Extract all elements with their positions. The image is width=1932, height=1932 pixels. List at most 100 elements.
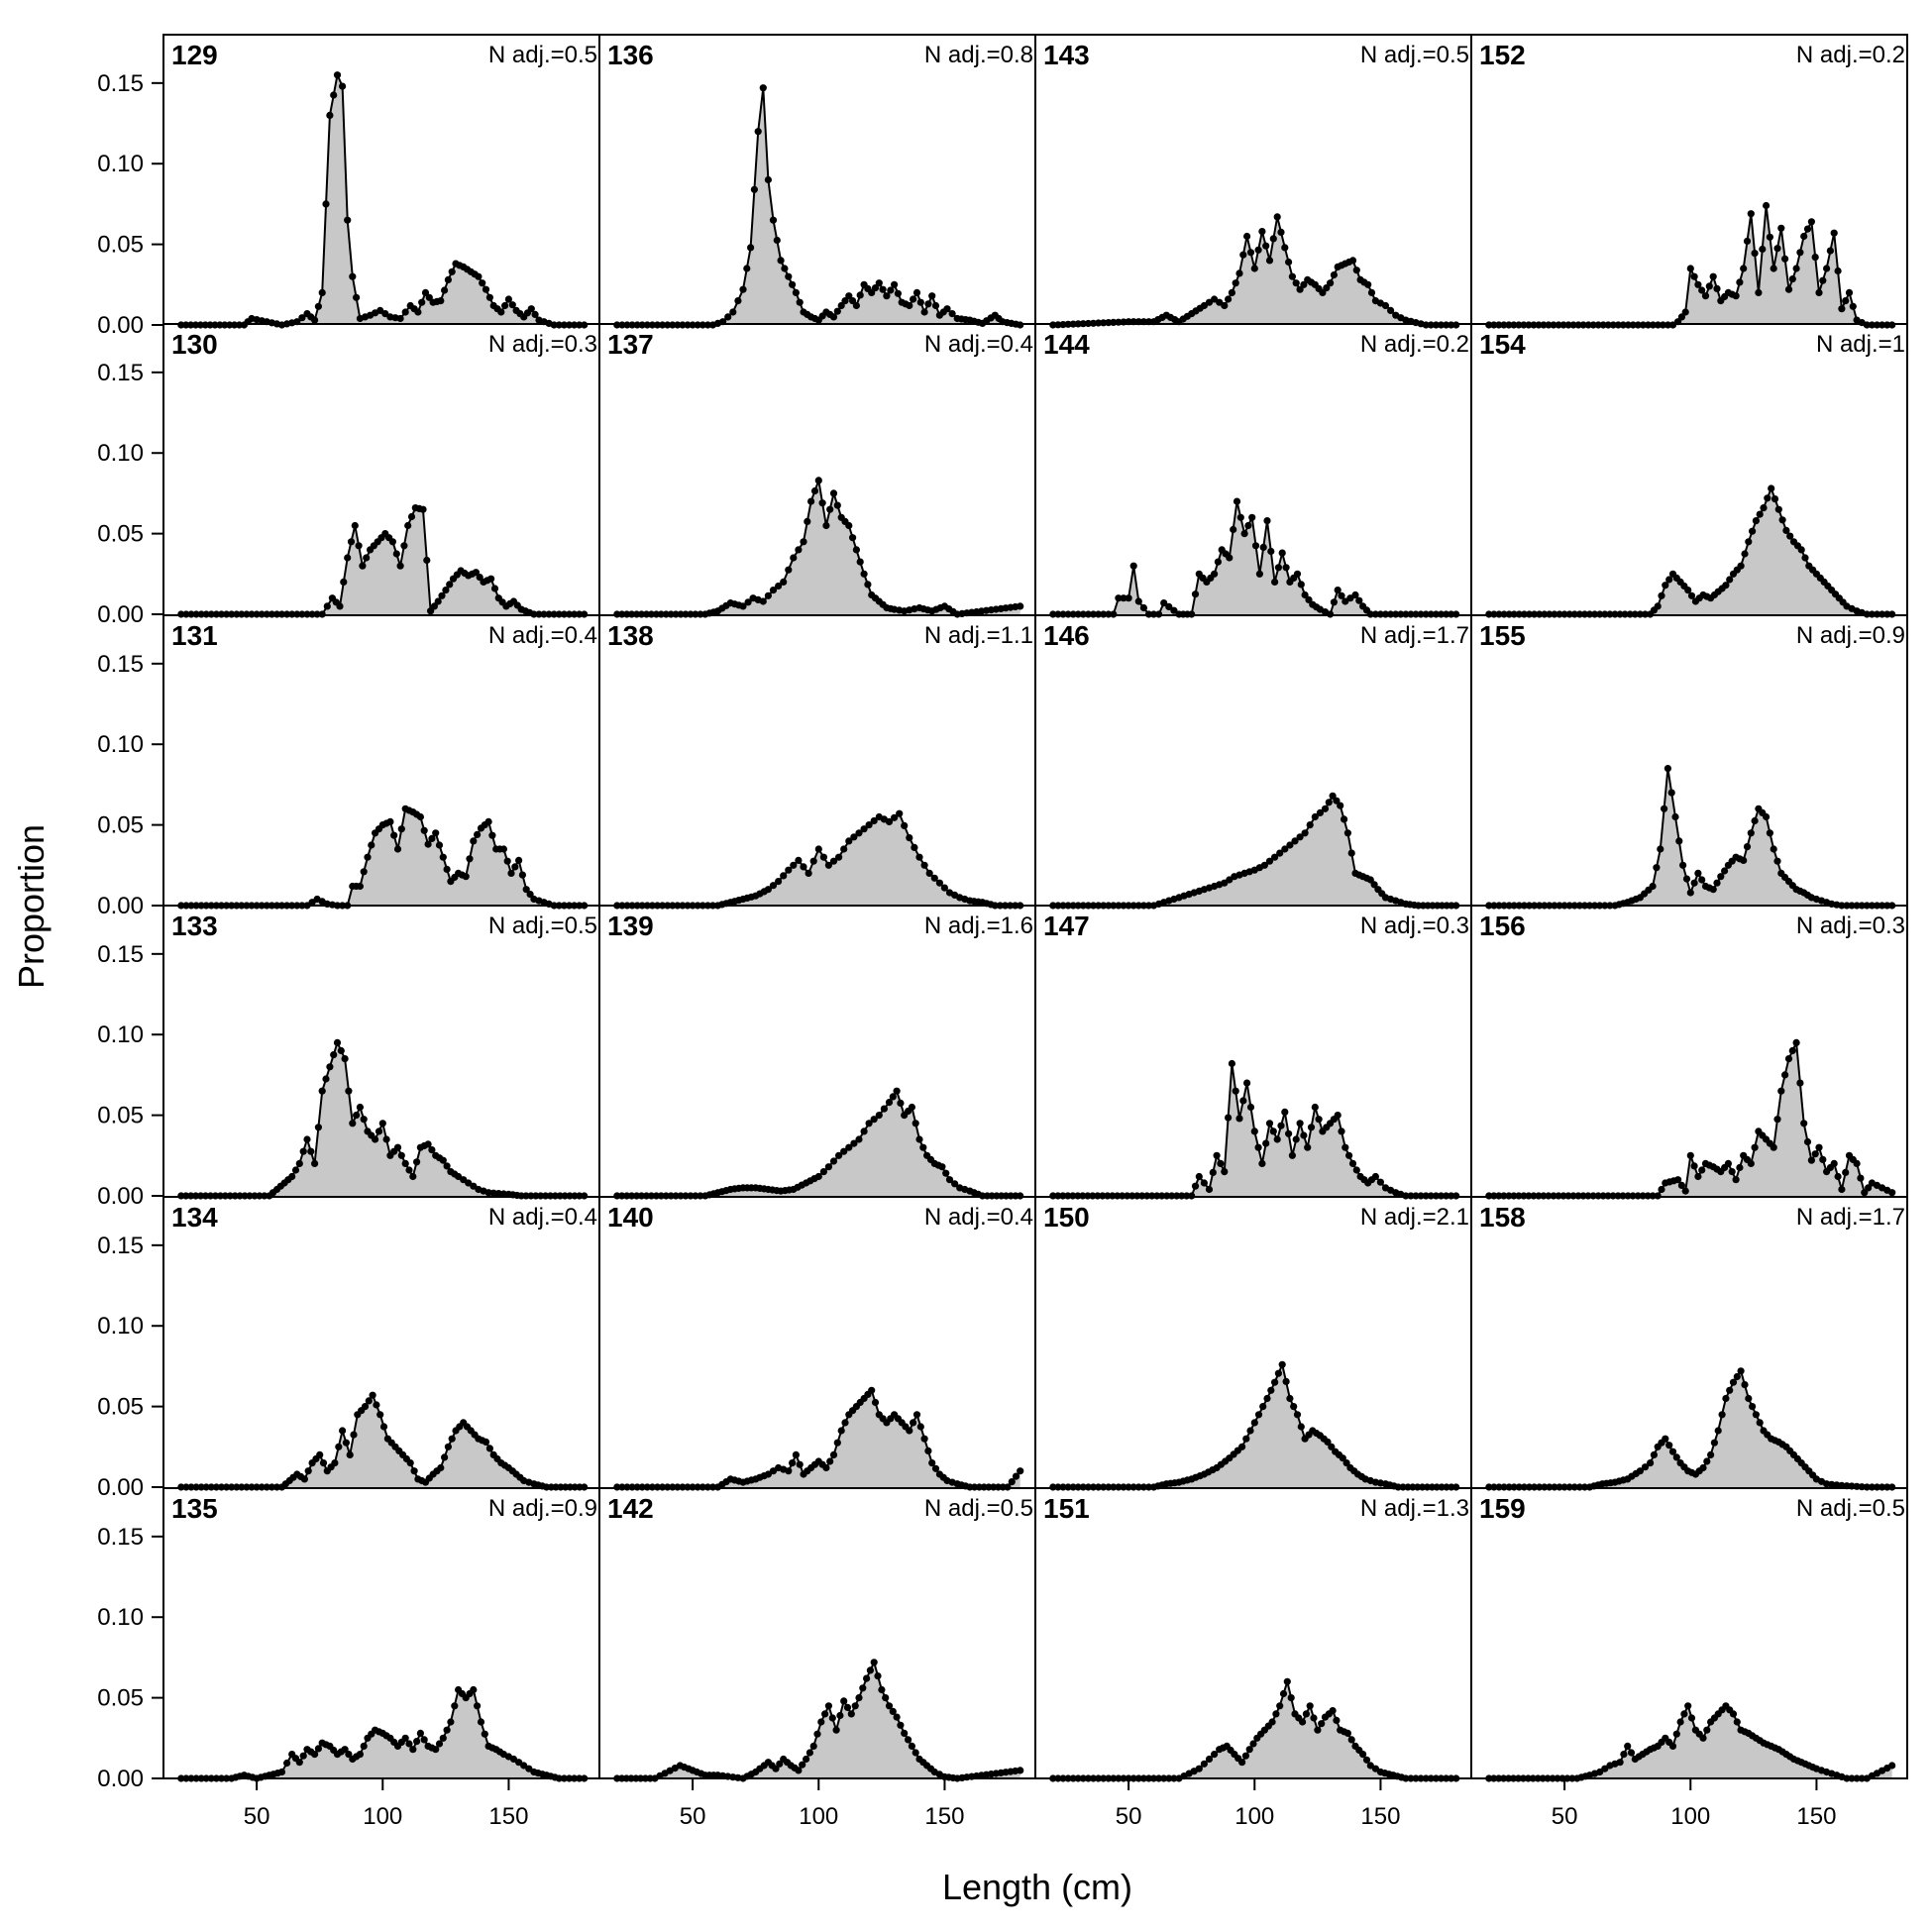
data-point xyxy=(333,71,342,79)
n-adj-label: N adj.=0.5 xyxy=(488,912,597,939)
data-point xyxy=(1323,284,1331,292)
data-point xyxy=(386,817,394,826)
data-point xyxy=(1759,245,1767,254)
y-tick-label: 0.10 xyxy=(97,151,144,177)
data-point xyxy=(299,1147,307,1155)
data-point xyxy=(342,1439,350,1447)
data-point xyxy=(885,1702,894,1710)
data-point xyxy=(283,1759,291,1768)
data-point xyxy=(1792,1038,1800,1046)
distribution-area xyxy=(616,87,1020,325)
data-point xyxy=(897,1099,905,1107)
data-point xyxy=(1243,1079,1251,1087)
data-point xyxy=(1370,881,1378,889)
data-point xyxy=(847,1710,855,1718)
distribution-area xyxy=(180,74,585,325)
y-tick-label: 0.15 xyxy=(97,1524,144,1551)
data-point xyxy=(341,1055,349,1063)
data-point xyxy=(1291,837,1299,845)
data-point xyxy=(1315,1116,1323,1124)
data-point xyxy=(912,288,921,296)
data-point xyxy=(780,578,788,587)
data-point xyxy=(1764,494,1771,502)
x-tick-label: 150 xyxy=(924,1803,964,1830)
data-point xyxy=(1293,570,1302,578)
data-point xyxy=(855,1135,863,1143)
panel-134: 134 N adj.=0.4 xyxy=(171,1202,597,1491)
panel-id-label: 144 xyxy=(1043,329,1090,360)
data-point xyxy=(916,298,924,306)
data-point xyxy=(335,1443,343,1450)
data-point xyxy=(1012,1472,1020,1480)
data-point xyxy=(777,257,785,265)
data-point xyxy=(776,1760,784,1768)
distribution-area xyxy=(1052,796,1456,906)
data-point xyxy=(1830,229,1838,237)
data-point xyxy=(1250,265,1258,272)
data-point xyxy=(1311,812,1319,821)
data-point xyxy=(1800,1120,1808,1127)
data-point xyxy=(795,1767,803,1774)
data-point xyxy=(527,305,535,313)
y-tick-label: 0.15 xyxy=(97,1233,144,1259)
data-point xyxy=(1254,1143,1262,1151)
data-point xyxy=(1722,1394,1730,1403)
data-point xyxy=(1274,1369,1282,1377)
data-point xyxy=(829,1157,838,1165)
data-point xyxy=(870,1116,878,1124)
data-point xyxy=(819,1168,828,1176)
panel-143: 143 N adj.=0.5 xyxy=(1043,40,1469,329)
data-point xyxy=(1376,1178,1384,1186)
data-point xyxy=(840,845,848,853)
data-point xyxy=(442,587,450,594)
data-point xyxy=(1301,590,1309,599)
data-point xyxy=(1352,1166,1360,1174)
data-point xyxy=(435,841,444,849)
n-adj-label: N adj.=1.6 xyxy=(924,912,1033,939)
data-point xyxy=(339,1427,347,1435)
data-point xyxy=(1329,1707,1337,1715)
panel-id-label: 130 xyxy=(171,329,218,360)
data-point xyxy=(910,295,917,303)
data-point xyxy=(928,1459,936,1467)
distribution-area xyxy=(616,1390,1020,1487)
panel-id-label: 143 xyxy=(1043,40,1090,70)
data-point xyxy=(443,1726,451,1734)
data-point xyxy=(307,1147,315,1155)
data-point xyxy=(434,597,442,605)
data-point xyxy=(930,874,938,882)
data-point xyxy=(1235,269,1243,277)
data-point xyxy=(1205,1755,1214,1764)
y-tick-label: 0.05 xyxy=(97,1394,144,1421)
data-point xyxy=(1740,265,1748,272)
data-point xyxy=(1737,562,1745,570)
data-point xyxy=(413,1158,421,1166)
distribution-area xyxy=(1052,1681,1456,1778)
data-point xyxy=(330,1051,338,1059)
data-point xyxy=(364,853,372,861)
data-point xyxy=(419,505,427,513)
data-point xyxy=(764,1470,773,1478)
data-point xyxy=(1342,1143,1349,1151)
panel-id-label: 159 xyxy=(1479,1493,1526,1524)
data-point xyxy=(865,821,873,829)
data-point xyxy=(1657,845,1664,853)
data-point xyxy=(1282,1377,1290,1385)
data-point xyxy=(920,308,928,316)
data-point xyxy=(475,272,483,280)
data-point xyxy=(1268,1718,1276,1726)
data-point xyxy=(336,602,344,610)
data-point xyxy=(1838,305,1846,313)
data-point xyxy=(1281,845,1289,853)
data-point xyxy=(849,297,857,305)
x-tick-label: 100 xyxy=(363,1803,402,1830)
data-point xyxy=(785,272,793,280)
data-point xyxy=(1803,1137,1812,1146)
data-point xyxy=(1288,272,1296,280)
data-point xyxy=(1717,873,1725,881)
data-point xyxy=(1830,1159,1838,1167)
data-point xyxy=(396,562,404,570)
y-tick-label: 0.00 xyxy=(97,601,144,628)
data-point xyxy=(1788,1046,1796,1055)
data-point xyxy=(1017,602,1024,610)
